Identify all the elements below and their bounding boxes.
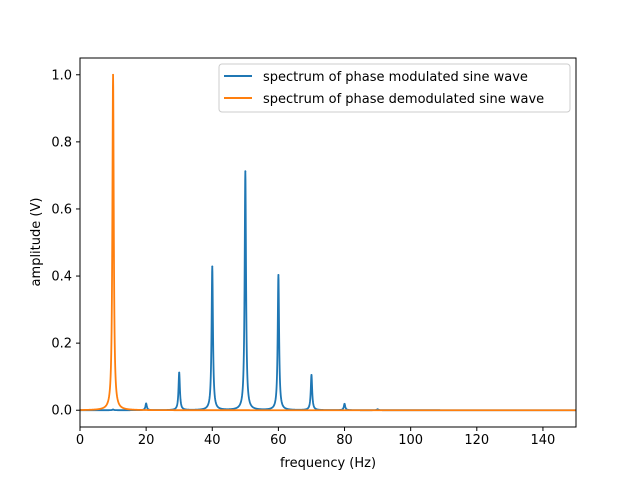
peak-point <box>244 170 247 173</box>
peak-point <box>277 274 280 276</box>
peak-point <box>211 265 214 268</box>
y-tick-label: 0.0 <box>51 404 72 419</box>
plot-frame <box>79 57 577 428</box>
x-tick-label: 20 <box>138 433 155 448</box>
y-tick-label: 0.8 <box>51 135 72 150</box>
peak-point <box>310 374 313 376</box>
x-tick-label: 40 <box>204 433 221 448</box>
peak-point <box>343 402 346 405</box>
peak-point <box>112 408 114 411</box>
x-tick-label: 80 <box>336 433 353 448</box>
x-tick-label: 120 <box>464 433 489 448</box>
series-layer <box>80 73 576 412</box>
y-tick-label: 0.4 <box>51 270 72 285</box>
y-axis: 0.0 0.2 0.4 0.6 0.8 1.0 <box>51 68 80 419</box>
y-tick-label: 0.6 <box>51 202 72 217</box>
legend-label-phase-modulated: spectrum of phase modulated sine wave <box>263 70 528 85</box>
x-axis: 0 20 40 60 80 100 120 140 <box>76 427 555 448</box>
x-axis-label: frequency (Hz) <box>280 456 376 471</box>
x-tick-label: 100 <box>398 433 423 448</box>
series-line-phase-demodulated <box>80 73 576 412</box>
legend-box <box>218 63 571 113</box>
x-tick-label: 60 <box>270 433 287 448</box>
legend: spectrum of phase modulated sine wave sp… <box>218 63 571 113</box>
y-axis-label: amplitude (V) <box>29 198 44 287</box>
legend-label-phase-demodulated: spectrum of phase demodulated sine wave <box>263 92 544 107</box>
peak-point <box>112 73 114 76</box>
x-tick-label: 0 <box>76 433 84 448</box>
x-tick-label: 140 <box>531 433 556 448</box>
y-tick-label: 0.2 <box>51 337 72 352</box>
y-tick-label: 1.0 <box>51 68 72 83</box>
peak-point <box>145 402 148 405</box>
peak-point <box>178 371 181 374</box>
